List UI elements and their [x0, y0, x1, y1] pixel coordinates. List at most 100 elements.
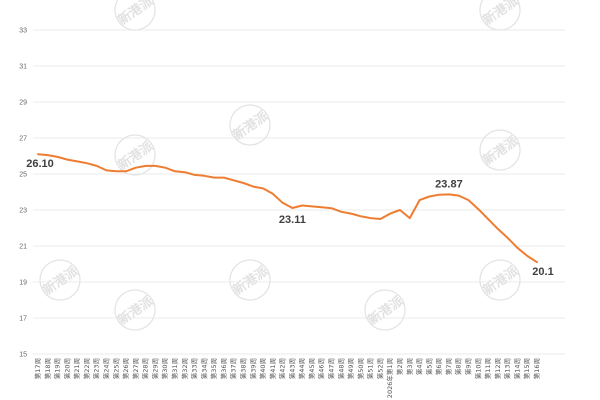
- x-tick-label: 第17周: [33, 358, 42, 379]
- x-tick-label: 第52周: [375, 358, 384, 379]
- x-tick-label: 第30周: [160, 358, 169, 379]
- data-point: [457, 194, 461, 198]
- x-tick-label: 第13周: [503, 358, 512, 379]
- x-tick-label: 第44周: [297, 358, 306, 379]
- series-layer: [36, 152, 538, 264]
- data-label: 26.10: [26, 158, 54, 170]
- x-tick-label: 第28周: [141, 358, 150, 379]
- x-tick-label: 第27周: [131, 358, 140, 379]
- data-point: [95, 164, 99, 168]
- y-tick-label: 21: [19, 244, 27, 251]
- data-point: [437, 193, 441, 197]
- x-tick-label: 第37周: [229, 358, 238, 379]
- data-point: [202, 174, 206, 178]
- x-tick-label: 第25周: [111, 358, 120, 379]
- x-tick-label: 第11周: [483, 358, 492, 379]
- data-point: [496, 227, 500, 231]
- x-tick-label: 第18周: [43, 358, 52, 379]
- watermark-logo: 新港派: [364, 289, 407, 331]
- x-tick-label: 第4周: [415, 358, 424, 375]
- data-point: [467, 198, 471, 202]
- series-line: [37, 153, 538, 264]
- data-point: [144, 164, 148, 168]
- data-point: [232, 178, 236, 182]
- data-point: [114, 169, 118, 173]
- x-tick-label: 第29周: [150, 358, 159, 379]
- data-point: [310, 204, 314, 208]
- data-point: [261, 186, 265, 190]
- x-tick-label: 第22周: [82, 358, 91, 379]
- x-tick-label: 第32周: [180, 358, 189, 379]
- y-axis-ticks: 15 17 19 21 23 25 27 29 31 33: [19, 28, 27, 359]
- x-tick-label: 第3周: [405, 358, 414, 375]
- x-tick-label: 第7周: [444, 358, 453, 375]
- x-tick-label: 第43周: [287, 358, 296, 379]
- x-tick-label: 第45周: [307, 358, 316, 379]
- x-tick-label: 第23周: [92, 358, 101, 379]
- data-point: [398, 208, 402, 212]
- y-tick-label: 23: [19, 208, 27, 215]
- data-point: [300, 204, 304, 208]
- x-tick-label: 第41周: [268, 358, 277, 379]
- data-point: [46, 153, 50, 157]
- data-point: [56, 155, 60, 159]
- data-point: [320, 205, 324, 209]
- x-tick-label: 第46周: [317, 358, 326, 379]
- x-tick-label: 第8周: [454, 358, 463, 375]
- x-tick-label: 第40周: [258, 358, 267, 379]
- x-tick-label: 第21周: [72, 358, 81, 379]
- x-tick-label: 2026年第1周: [385, 358, 394, 398]
- y-tick-label: 31: [19, 64, 27, 71]
- data-point: [281, 201, 285, 205]
- watermark-text: 新港派: [115, 0, 157, 29]
- data-point: [447, 192, 451, 196]
- x-tick-label: 第19周: [53, 358, 62, 379]
- data-point: [173, 169, 177, 173]
- x-tick-label: 第26周: [121, 358, 130, 379]
- x-tick-label: 第34周: [199, 358, 208, 379]
- data-point: [418, 198, 422, 202]
- watermark-logo: 新港派: [114, 289, 157, 331]
- x-tick-label: 第12周: [493, 358, 502, 379]
- data-label: 23.87: [435, 178, 463, 190]
- data-point: [134, 166, 138, 170]
- data-point: [506, 236, 510, 240]
- x-tick-label: 第33周: [190, 358, 199, 379]
- data-label: 23.11: [279, 214, 306, 226]
- data-point: [183, 170, 187, 174]
- x-tick-label: 第39周: [248, 358, 257, 379]
- data-point: [290, 206, 294, 210]
- x-tick-label: 第36周: [219, 358, 228, 379]
- watermark-text: 新港派: [480, 0, 522, 29]
- y-tick-label: 27: [19, 136, 27, 143]
- x-tick-label: 第49周: [346, 358, 355, 379]
- watermark-logo: 新港派: [114, 134, 157, 176]
- y-tick-label: 29: [19, 100, 27, 107]
- data-point: [369, 216, 373, 220]
- x-tick-label: 第35周: [209, 358, 218, 379]
- x-tick-label: 第16周: [532, 358, 541, 379]
- watermark-logo: 新港派: [479, 0, 522, 31]
- data-point: [486, 217, 490, 221]
- data-point: [251, 185, 255, 189]
- data-point: [212, 176, 216, 180]
- y-tick-label: 19: [19, 280, 27, 287]
- x-tick-label: 第24周: [101, 358, 110, 379]
- y-gridlines: [33, 29, 565, 355]
- data-point: [36, 152, 40, 156]
- data-point: [330, 206, 334, 210]
- watermark-logo: 新港派: [114, 0, 157, 31]
- y-tick-label: 15: [19, 352, 27, 359]
- watermark-logo: 新港派: [39, 259, 82, 301]
- data-point: [349, 212, 353, 216]
- data-point: [525, 254, 529, 258]
- x-tick-label: 第31周: [170, 358, 179, 379]
- x-tick-label: 第47周: [327, 358, 336, 379]
- x-tick-label: 第10周: [473, 358, 482, 379]
- data-point: [339, 210, 343, 214]
- x-axis-ticks: 第17周 第18周 第19周 第20周 第21周 第22周 第23周 第24周 第25周 第26周…: [33, 358, 541, 398]
- watermark-logo: 新港派: [229, 104, 272, 146]
- data-point: [153, 164, 157, 168]
- data-point: [241, 181, 245, 185]
